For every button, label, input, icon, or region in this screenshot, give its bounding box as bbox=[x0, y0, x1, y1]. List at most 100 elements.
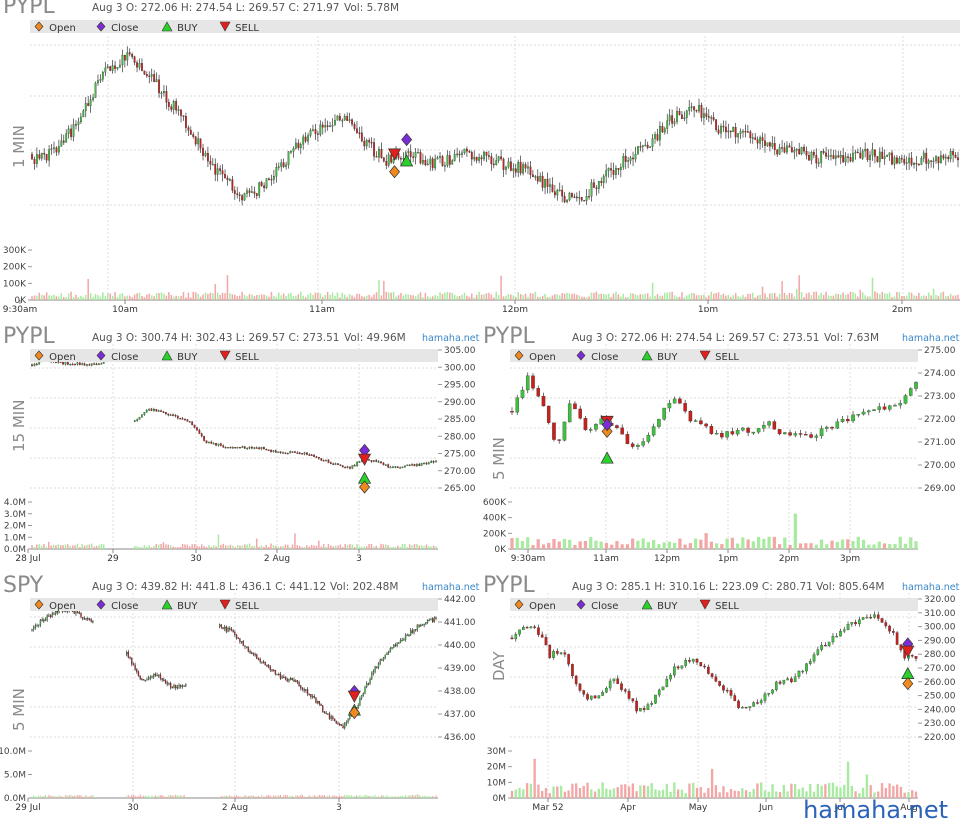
y-tick-label: 280.00 bbox=[924, 650, 956, 660]
candle-body bbox=[910, 157, 913, 165]
volume-bar bbox=[237, 796, 239, 798]
volume-bar bbox=[478, 291, 480, 300]
candle-body bbox=[231, 179, 234, 191]
candle-body bbox=[65, 133, 68, 143]
candle-body bbox=[461, 152, 463, 155]
candle-body bbox=[659, 126, 661, 141]
volume-bar bbox=[351, 295, 353, 300]
volume-bar bbox=[405, 794, 407, 798]
candle-body bbox=[381, 659, 383, 661]
volume-bar bbox=[183, 794, 185, 798]
y-tick-label: 300.00 bbox=[444, 363, 476, 373]
volume-bar bbox=[220, 544, 222, 549]
chart-panel-pypl-15min: 305.00 300.00 295.00 290.00 285.00 280.00 275.… bbox=[0, 324, 480, 570]
candle-body bbox=[632, 157, 634, 160]
candle-body bbox=[75, 611, 77, 614]
site-link[interactable]: hamaha.net bbox=[902, 333, 960, 344]
volume-bar bbox=[350, 795, 353, 798]
y-tick-label: 285.00 bbox=[444, 415, 476, 425]
candle-body bbox=[119, 64, 121, 68]
volume-bar bbox=[428, 545, 430, 549]
volume-bar bbox=[566, 292, 568, 300]
site-link[interactable]: hamaha.net bbox=[422, 333, 480, 344]
legend-item-close: Close bbox=[576, 349, 618, 364]
legend-label-close: Close bbox=[588, 601, 619, 612]
candle-body bbox=[514, 168, 517, 173]
candle-body bbox=[329, 125, 331, 128]
volume-bar bbox=[126, 795, 128, 798]
candle-body bbox=[424, 160, 427, 166]
volume-bar bbox=[315, 796, 317, 798]
volume-bar bbox=[332, 546, 334, 549]
candle-body bbox=[754, 137, 757, 140]
volume-bar bbox=[339, 544, 342, 549]
volume-bar bbox=[760, 782, 763, 798]
volume-bar bbox=[160, 544, 162, 549]
volume-bar bbox=[678, 538, 682, 549]
candle-body bbox=[177, 109, 180, 111]
volume-bar bbox=[899, 786, 903, 798]
volume-bar bbox=[356, 795, 358, 798]
candle-body bbox=[348, 119, 351, 121]
candle-body bbox=[720, 125, 722, 134]
volume-bar bbox=[861, 292, 864, 300]
candle-body bbox=[265, 178, 268, 189]
candle-body bbox=[205, 440, 208, 444]
volume-bar bbox=[258, 546, 260, 549]
site-watermark[interactable]: hamaha.net bbox=[803, 796, 948, 824]
volume-bar bbox=[888, 783, 891, 798]
volume-bar bbox=[610, 297, 612, 300]
candle-body bbox=[487, 155, 490, 157]
volume-bar bbox=[288, 796, 290, 798]
volume-bar bbox=[258, 294, 260, 300]
volume-bar bbox=[892, 785, 895, 798]
candle-body bbox=[944, 156, 947, 159]
candle-body bbox=[742, 130, 744, 133]
volume-bar bbox=[400, 292, 402, 300]
candle-body bbox=[563, 652, 567, 655]
volume-bar bbox=[583, 540, 588, 549]
site-link[interactable]: hamaha.net bbox=[902, 582, 960, 593]
legend-label-close: Close bbox=[108, 23, 139, 34]
candle-body bbox=[512, 168, 515, 171]
volume-bar bbox=[629, 293, 632, 300]
timeframe-label: 5 MIN bbox=[10, 688, 28, 731]
volume-bar bbox=[351, 544, 354, 549]
volume-bar bbox=[100, 543, 103, 549]
volume-bar bbox=[98, 545, 100, 549]
legend-label-open: Open bbox=[526, 352, 556, 363]
y-tick-label: 230.00 bbox=[924, 719, 956, 729]
candle-body bbox=[586, 694, 589, 700]
candle-body bbox=[46, 615, 48, 620]
candle-body bbox=[805, 151, 808, 156]
candle-body bbox=[610, 168, 612, 171]
candle-body bbox=[326, 125, 329, 127]
volume-bar bbox=[582, 785, 585, 798]
volume-bar bbox=[517, 291, 519, 300]
candle-body bbox=[197, 138, 200, 145]
candle-body bbox=[793, 676, 797, 683]
x-tick-label: Jul bbox=[834, 803, 846, 813]
candle-body bbox=[762, 425, 766, 429]
volume-bar bbox=[382, 544, 385, 549]
volume-bar bbox=[178, 795, 180, 798]
candle-body bbox=[925, 152, 928, 164]
candle-body bbox=[898, 158, 901, 164]
x-tick-label: Aug bbox=[900, 803, 918, 813]
candle-body bbox=[322, 705, 324, 712]
volume-bar bbox=[612, 788, 616, 798]
candle-body bbox=[374, 666, 376, 672]
volume-bar bbox=[851, 540, 855, 549]
candle-body bbox=[573, 196, 576, 199]
volume-bar bbox=[319, 293, 322, 300]
volume-bar bbox=[265, 545, 268, 549]
volume-bar bbox=[801, 787, 804, 798]
site-link[interactable]: hamaha.net bbox=[422, 582, 480, 593]
candle-body bbox=[423, 623, 425, 626]
volume-bar bbox=[58, 296, 60, 300]
volume-bar bbox=[449, 292, 451, 300]
volume-bar bbox=[575, 783, 578, 798]
candle-body bbox=[798, 148, 801, 155]
candle-body bbox=[143, 70, 146, 75]
candle-body bbox=[641, 441, 645, 446]
